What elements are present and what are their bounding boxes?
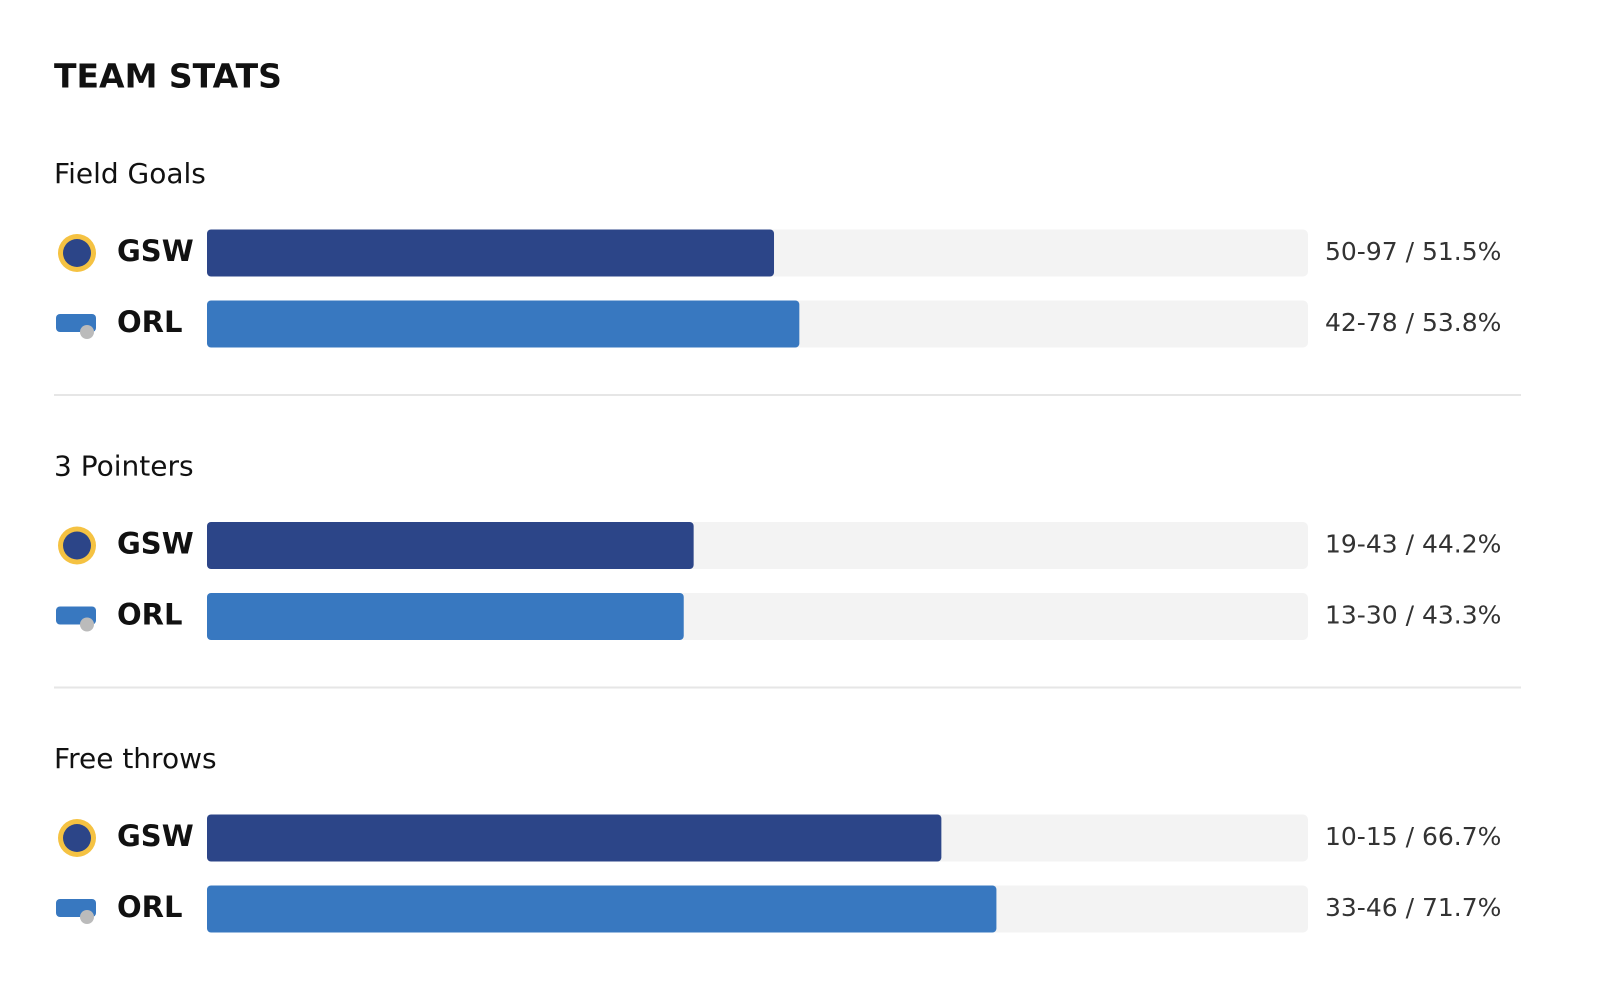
team-label: ORL bbox=[117, 890, 182, 924]
team-logo bbox=[56, 314, 96, 339]
team-logo bbox=[58, 234, 96, 272]
bar bbox=[207, 593, 684, 640]
logo-ball bbox=[80, 910, 94, 924]
logo-core bbox=[63, 824, 91, 852]
bar bbox=[207, 522, 694, 569]
team-logo bbox=[58, 526, 96, 565]
logo-ball bbox=[80, 325, 94, 339]
section-title: Free throws bbox=[54, 742, 217, 775]
logo-ball bbox=[80, 617, 94, 632]
value-label: 13-30 / 43.3% bbox=[1325, 601, 1501, 630]
team-label: ORL bbox=[117, 305, 182, 339]
team-label: GSW bbox=[117, 819, 194, 853]
team-logo bbox=[56, 606, 96, 632]
team-label: GSW bbox=[117, 234, 194, 268]
logo-core bbox=[63, 531, 91, 560]
value-label: 19-43 / 44.2% bbox=[1325, 530, 1501, 559]
bar bbox=[207, 229, 775, 277]
value-label: 50-97 / 51.5% bbox=[1325, 237, 1501, 266]
team-logo bbox=[58, 819, 96, 857]
logo-core bbox=[63, 239, 91, 267]
team-label: ORL bbox=[117, 598, 182, 632]
bar bbox=[207, 300, 800, 348]
value-label: 42-78 / 53.8% bbox=[1325, 308, 1501, 337]
section-title: Field Goals bbox=[54, 157, 206, 190]
page-title: TEAM STATS bbox=[54, 57, 282, 96]
value-label: 33-46 / 71.7% bbox=[1325, 893, 1501, 922]
team-label: GSW bbox=[117, 527, 194, 561]
bar bbox=[207, 885, 997, 933]
value-label: 10-15 / 66.7% bbox=[1325, 822, 1501, 851]
team-logo bbox=[56, 899, 96, 924]
bar bbox=[207, 814, 942, 862]
section-title: 3 Pointers bbox=[54, 450, 194, 483]
